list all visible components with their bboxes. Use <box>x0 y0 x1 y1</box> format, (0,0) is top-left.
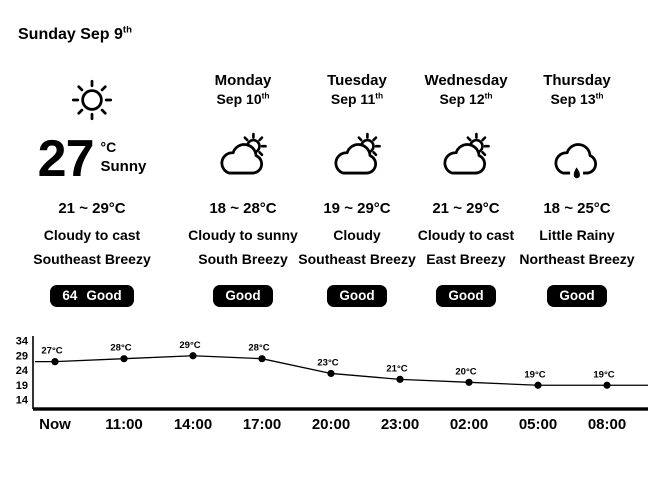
x-tick-label: 20:00 <box>312 416 350 433</box>
svg-text:24: 24 <box>16 365 29 377</box>
current-sky-condition: Cloudy to cast <box>43 227 141 243</box>
temp-range: 21 ~ 29°C <box>432 200 500 217</box>
svg-text:34: 34 <box>16 336 29 348</box>
day-name: Wednesday <box>424 72 508 89</box>
sky-condition: Cloudy to sunny <box>188 227 298 243</box>
svg-text:28°C: 28°C <box>110 343 131 354</box>
day-date: Sep 13th <box>550 90 604 107</box>
svg-text:29: 29 <box>16 350 28 362</box>
wind-condition: South Breezy <box>198 251 288 267</box>
sun-icon <box>22 74 162 126</box>
svg-text:19°C: 19°C <box>593 369 614 380</box>
cloud-sun-icon <box>183 128 303 180</box>
day-date: Sep 11th <box>330 90 384 107</box>
forecast-column-tuesday[interactable]: Tuesday Sep 11th 19 ~ 29°C Cloudy Southe… <box>297 72 417 322</box>
aqi-badge: Good <box>213 285 273 307</box>
svg-text:20°C: 20°C <box>455 366 476 377</box>
day-name: Monday <box>214 72 272 89</box>
title-date-text: Sunday Sep 9 <box>18 26 123 43</box>
x-tick-label: 05:00 <box>519 416 557 433</box>
wind-condition: Southeast Breezy <box>298 251 416 267</box>
current-conditions-panel[interactable]: 27 °C Sunny 21 ~ 29°C Cloudy to cast Sou… <box>22 72 162 322</box>
current-temperature-block: 27 °C Sunny <box>22 130 162 188</box>
svg-text:29°C: 29°C <box>179 340 200 351</box>
wind-condition: Northeast Breezy <box>519 251 635 267</box>
sky-condition: Cloudy <box>333 227 381 243</box>
svg-text:19: 19 <box>16 380 28 392</box>
current-aqi-badge: 64 Good <box>50 285 134 307</box>
day-name: Thursday <box>543 72 611 89</box>
forecast-column-thursday[interactable]: Thursday Sep 13th 18 ~ 25°C Little Rainy… <box>512 72 642 322</box>
aqi-badge: Good <box>436 285 496 307</box>
temp-range: 19 ~ 29°C <box>323 200 391 217</box>
current-temp-range: 21 ~ 29°C <box>58 200 126 217</box>
svg-text:19°C: 19°C <box>524 369 545 380</box>
current-wind-condition: Southeast Breezy <box>33 251 151 267</box>
aqi-label: Good <box>86 288 122 303</box>
x-tick-label: 14:00 <box>174 416 212 433</box>
hourly-temperature-chart: 34 29 24 19 14 27°C Now 28°C 11:00 29°C 14:00 28°C 1… <box>0 328 648 448</box>
x-tick-label: 08:00 <box>588 416 626 433</box>
x-tick-label: 17:00 <box>243 416 281 433</box>
forecast-column-monday[interactable]: Monday Sep 10th 18 ~ 28°C Cloudy to sunn… <box>183 72 303 322</box>
x-tick-label: Now <box>39 416 71 433</box>
cloud-sun-icon <box>406 128 526 180</box>
x-tick-label: 23:00 <box>381 416 419 433</box>
temp-range: 18 ~ 25°C <box>543 200 611 217</box>
current-condition: Sunny <box>100 158 147 175</box>
day-name: Tuesday <box>327 72 387 89</box>
x-tick-label: 02:00 <box>450 416 488 433</box>
page-title-date: Sunday Sep 9th <box>18 24 132 44</box>
x-tick-label: 11:00 <box>105 416 143 433</box>
day-date: Sep 12th <box>439 90 493 107</box>
sky-condition: Little Rainy <box>539 227 615 243</box>
cloud-rain-icon <box>512 128 642 180</box>
cloud-sun-icon <box>297 128 417 180</box>
temp-range: 18 ~ 28°C <box>209 200 277 217</box>
sky-condition: Cloudy to cast <box>417 227 515 243</box>
svg-text:21°C: 21°C <box>386 363 407 374</box>
aqi-value: 64 <box>62 288 78 303</box>
temperature-unit: °C <box>100 139 117 155</box>
svg-text:14: 14 <box>16 395 29 407</box>
aqi-badge: Good <box>327 285 387 307</box>
aqi-badge: Good <box>547 285 607 307</box>
wind-condition: East Breezy <box>426 251 506 267</box>
title-date-ordinal: th <box>122 24 132 36</box>
current-temperature: 27 <box>37 130 95 188</box>
forecast-column-wednesday[interactable]: Wednesday Sep 12th 21 ~ 29°C Cloudy to c… <box>406 72 526 322</box>
svg-text:23°C: 23°C <box>317 357 338 368</box>
svg-text:27°C: 27°C <box>41 346 62 357</box>
day-date: Sep 10th <box>216 90 270 107</box>
svg-text:28°C: 28°C <box>248 343 269 354</box>
